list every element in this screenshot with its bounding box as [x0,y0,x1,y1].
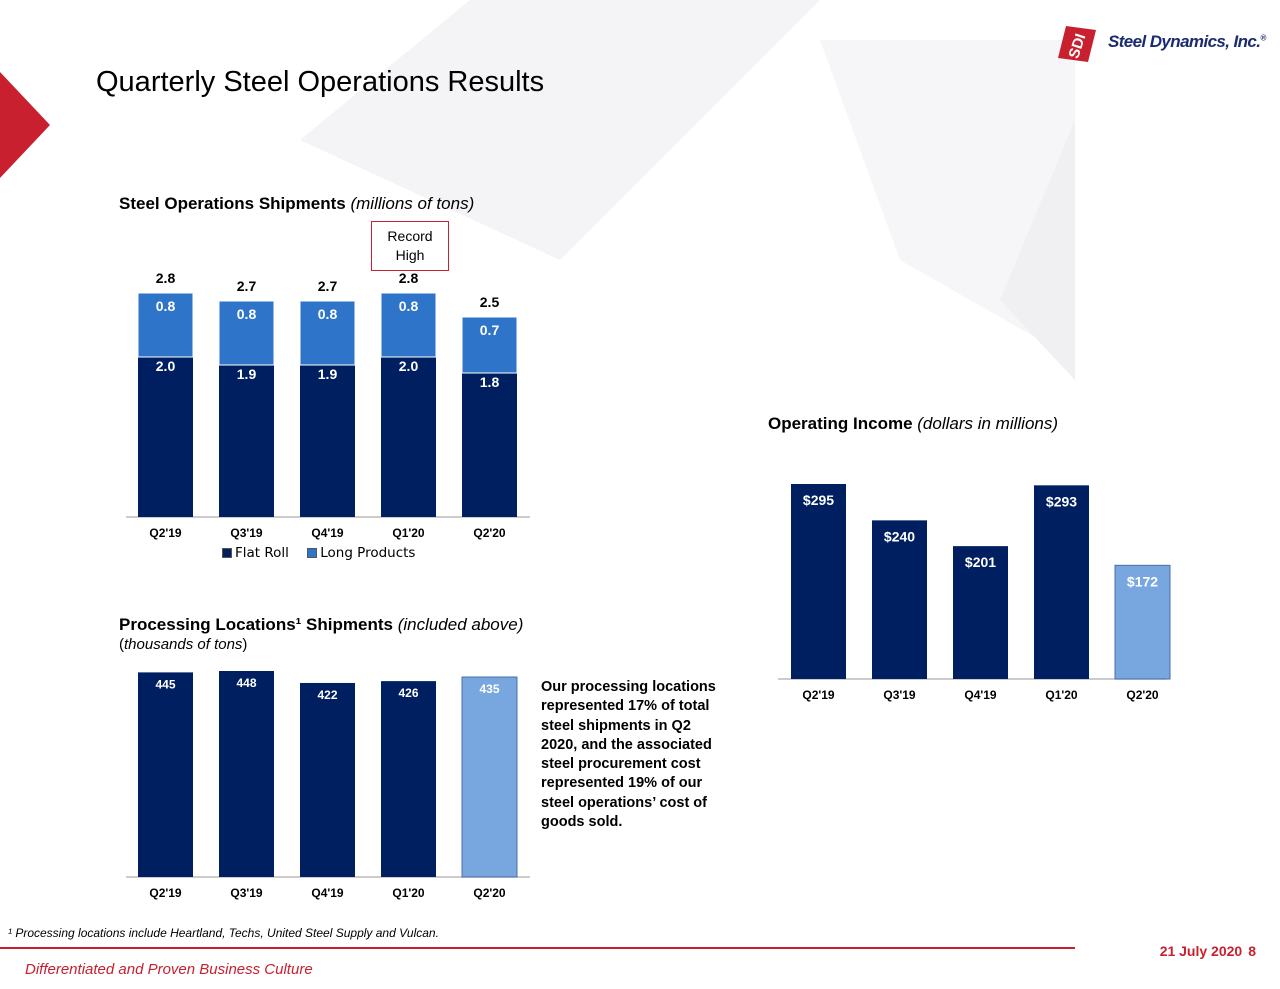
long-products-label: 0.8 [318,306,338,322]
long-products-label: 0.8 [237,306,257,322]
x-tick-label: Q2'19 [149,886,182,900]
page-title: Quarterly Steel Operations Results [96,66,545,98]
shipments-legend: Flat Roll Long Products [222,545,429,562]
flat-roll-label: 1.9 [318,366,338,382]
red-chevron-icon [0,72,50,178]
total-label: 2.8 [399,270,419,286]
value-label: $293 [1046,493,1077,509]
value-label: $201 [965,554,996,570]
flat-roll-bar [462,373,517,517]
long-products-bar [461,316,518,374]
total-label: 2.7 [237,278,257,294]
value-label: 426 [398,686,418,700]
value-label: 422 [317,688,337,702]
income-heading: Operating Income (dollars in millions) [768,414,1059,433]
footer-divider [0,947,1075,949]
flat-roll-label: 2.0 [399,358,419,374]
footer-tagline: Differentiated and Proven Business Cultu… [25,961,313,978]
value-label: 448 [236,676,256,690]
long-products-bar [218,300,275,366]
total-label: 2.5 [480,294,500,310]
income-bar [1114,564,1171,680]
x-tick-label: Q3'19 [883,688,916,702]
x-tick-label: Q1'20 [1045,688,1078,702]
flat-roll-swatch [222,548,232,558]
page-number: 8 [1248,943,1256,959]
long-products-swatch [307,548,318,558]
x-tick-label: Q1'20 [392,886,425,900]
income-chart: $295 Q2'19 $240 Q3'19 $201 Q4'19 $293 Q1'20 $172… [778,484,1171,702]
processing-bar [219,671,274,877]
x-tick-label: Q4'19 [964,688,997,702]
company-logo: SDI Steel Dynamics, Inc.® [1052,22,1266,68]
long-products-bar [380,292,437,358]
processing-subheading: (thousands of tons) [119,636,248,653]
flat-roll-label: 1.8 [480,374,500,390]
x-tick-label: Q2'19 [149,526,182,540]
footer-date-page: 21 July 2020 8 [1160,943,1256,959]
long-products-label: 0.8 [399,298,419,314]
long-products-label: 0.7 [480,322,500,338]
record-high-badge: Record High [371,221,449,271]
income-bar [1034,485,1089,679]
flat-roll-bar [138,357,193,517]
flat-roll-label: 2.0 [156,358,176,374]
footnote: ¹ Processing locations include Heartland… [8,926,439,940]
value-label: $295 [803,492,834,508]
x-tick-label: Q3'19 [230,886,263,900]
flat-roll-bar [300,365,355,517]
value-label: 435 [479,682,499,696]
processing-note: Our processing locations represented 17%… [541,679,716,831]
long-products-bar [299,300,356,366]
logo-text: Steel Dynamics, Inc.® [1108,32,1266,51]
shipments-heading: Steel Operations Shipments (millions of … [119,194,475,213]
x-tick-label: Q2'20 [473,526,506,540]
income-bar [953,546,1008,679]
x-tick-label: Q3'19 [230,526,263,540]
value-label: 445 [155,677,175,691]
income-bar [872,520,927,679]
processing-bar [381,681,436,877]
legend-flat-roll: Flat Roll [222,545,289,561]
total-label: 2.7 [318,278,338,294]
x-tick-label: Q2'20 [1126,688,1159,702]
processing-chart: 445 Q2'19 448 Q3'19 422 Q4'19 426 Q1'20 435 Q2'20 [126,671,530,900]
processing-heading: Processing Locations¹ Shipments (include… [119,615,524,634]
processing-bar [461,676,518,878]
long-products-bar [137,292,194,358]
flat-roll-bar [219,365,274,517]
footer-date: 21 July 2020 [1159,943,1243,959]
total-label: 2.8 [156,270,176,286]
x-tick-label: Q1'20 [392,526,425,540]
value-label: $240 [884,528,915,544]
legend-long-products: Long Products [307,545,415,561]
processing-bar [138,672,193,877]
long-products-label: 0.8 [156,298,176,314]
x-tick-label: Q4'19 [311,886,344,900]
shipments-chart: 2.0 0.8 2.8 Q2'19 1.9 0.8 2.7 Q3'19 1.9 0.8 2.7 Q4'… [126,270,530,540]
flat-roll-label: 1.9 [237,366,257,382]
flat-roll-bar [381,357,436,517]
processing-bar [300,682,355,877]
x-tick-label: Q2'20 [473,886,506,900]
value-label: $172 [1127,573,1158,589]
x-tick-label: Q2'19 [802,688,835,702]
sdi-logo-icon: SDI [1058,26,1096,62]
income-bar [791,484,846,679]
logo-brand: SDI [1066,32,1090,61]
x-tick-label: Q4'19 [311,526,344,540]
